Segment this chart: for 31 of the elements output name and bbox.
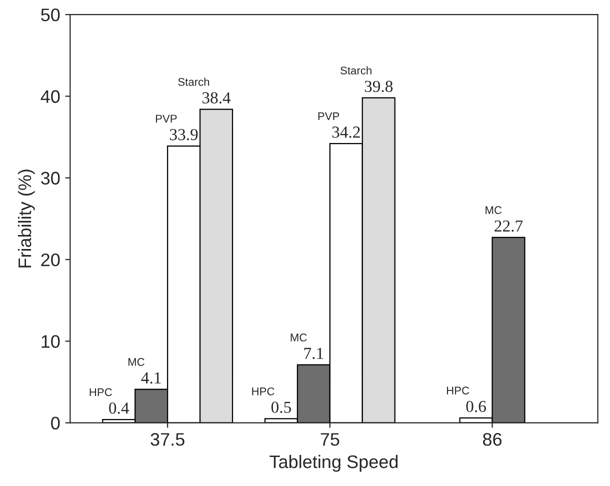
x-tick-label: 37.5 [150,433,184,446]
text: MC [486,206,502,214]
y-tick-label: 0 [51,416,60,430]
data-label: 0.4 [109,402,130,414]
text: MC [128,358,144,366]
text: MC [290,334,307,342]
data-label: 7.1 [304,348,324,360]
y-axis-title: Friability (%) [18,170,35,268]
data-label: 22.7 [494,220,523,232]
x-tick-label: 75 [320,433,340,446]
y-tick-label: 40 [40,90,60,103]
data-label: 39.8 [364,80,393,92]
data-label: 4.1 [141,372,161,384]
y-tick-label: 10 [42,335,60,348]
y-tick-label: 50 [41,8,60,22]
data-label: 34.2 [332,126,360,138]
x-axis-title: Tableting Speed [270,454,398,472]
data-label: 0.5 [271,402,291,413]
x-tick-label: 86 [483,433,502,446]
data-label: 33.9 [170,129,198,140]
text: Starch [178,78,210,86]
text: HPC [446,386,470,394]
text: HPC [252,387,274,396]
text: PVP [156,114,177,122]
text: Starch [340,66,372,74]
data-label: 38.4 [202,92,231,104]
y-tick-label: 20 [41,253,60,266]
text: HPC [90,388,112,396]
data-label: 0.6 [466,400,486,412]
text: PVP [318,112,340,120]
y-tick-label: 30 [41,172,60,185]
